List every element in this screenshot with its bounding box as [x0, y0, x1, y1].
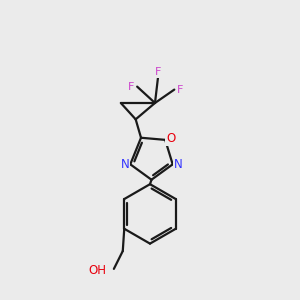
Text: F: F [177, 85, 183, 94]
Text: N: N [121, 158, 129, 171]
Text: F: F [128, 82, 134, 92]
Text: N: N [174, 158, 182, 171]
Text: O: O [166, 132, 175, 145]
Text: OH: OH [88, 264, 106, 277]
Text: F: F [155, 68, 161, 77]
